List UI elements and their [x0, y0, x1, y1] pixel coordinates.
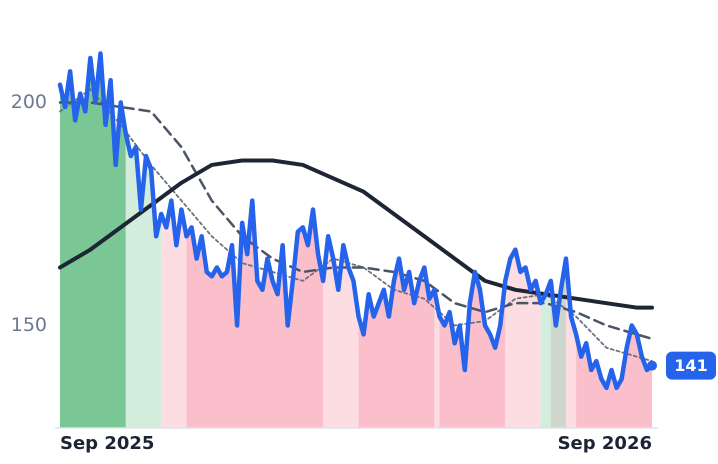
last-point	[647, 360, 657, 371]
bands	[60, 56, 652, 428]
band	[550, 56, 566, 428]
value-badge	[666, 351, 716, 380]
y-tick-label: 150	[11, 314, 47, 336]
price-line	[57, 51, 655, 391]
moving-average	[58, 158, 654, 310]
band	[576, 56, 652, 428]
y-tick-label: 200	[11, 91, 47, 113]
moving-average	[58, 101, 654, 341]
band	[565, 56, 577, 428]
x-tick-label: Sep 2025	[60, 433, 154, 454]
band	[323, 56, 359, 428]
band	[540, 56, 551, 428]
x-tick-label: Sep 2026	[558, 433, 652, 454]
value-label: 141	[674, 356, 707, 375]
band	[505, 56, 541, 428]
band	[439, 56, 506, 428]
band	[434, 56, 440, 428]
plot: 150 200 Sep 2025 Sep 2026 141	[11, 51, 716, 454]
